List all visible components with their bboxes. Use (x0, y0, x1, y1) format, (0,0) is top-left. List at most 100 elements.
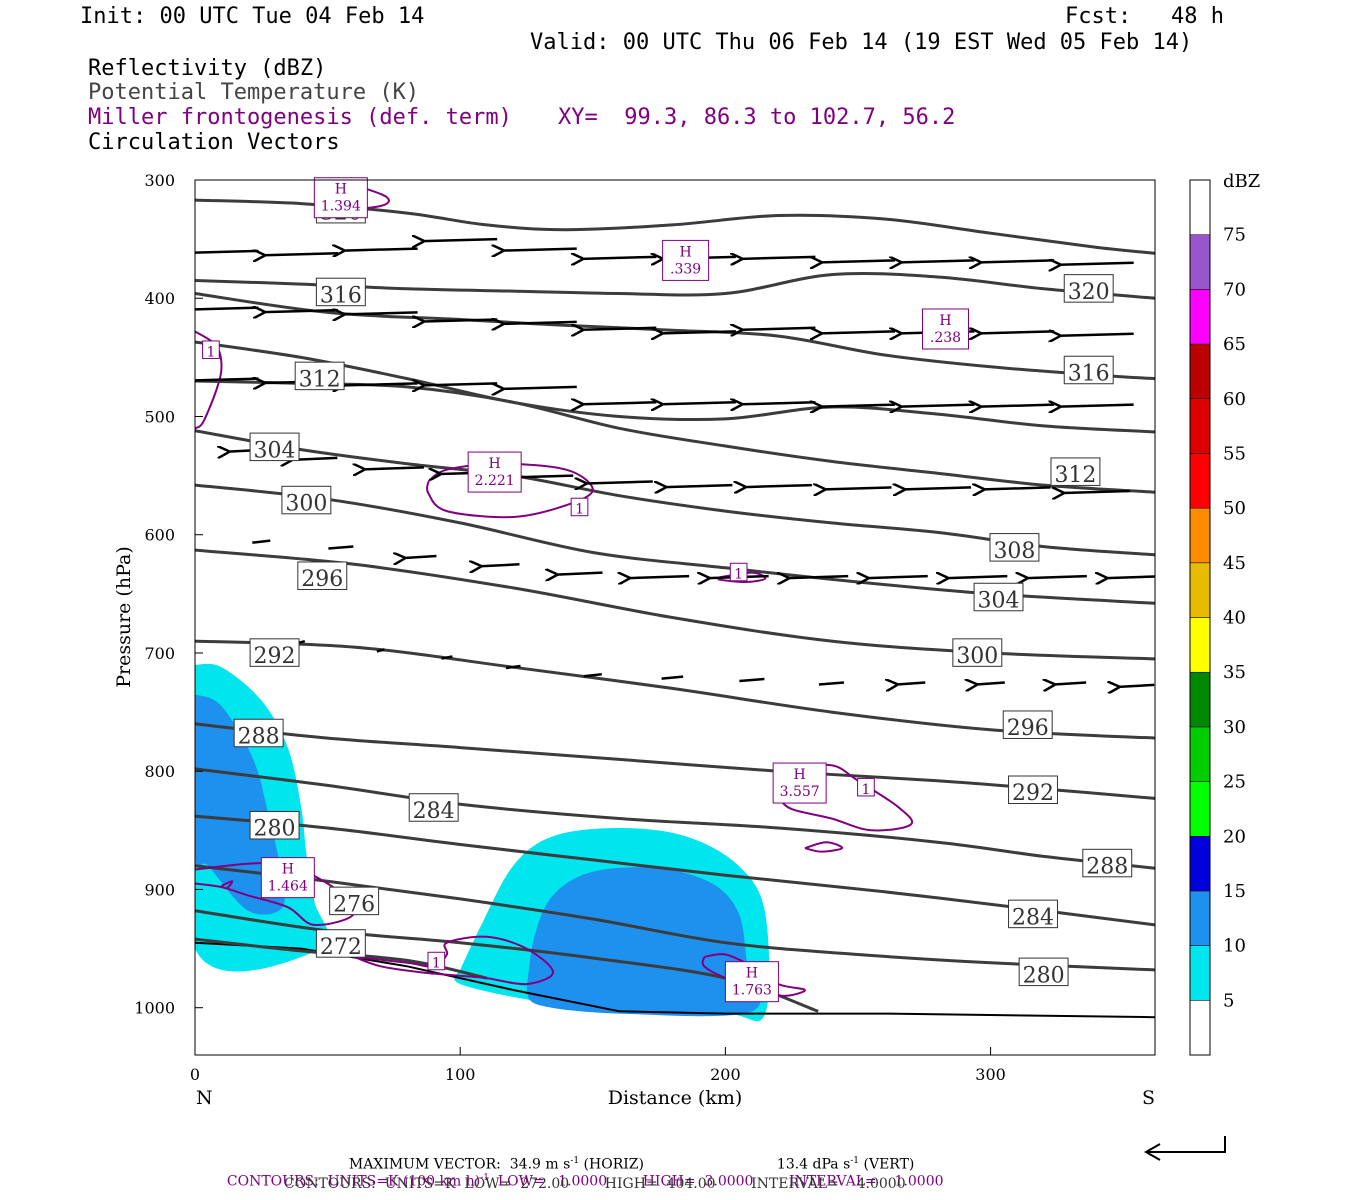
frontogenesis-label-group: 1 (570, 497, 589, 518)
circulation-vector (662, 402, 736, 404)
frontogenesis-max-value: 1.464 (268, 879, 308, 895)
circulation-vector (741, 402, 816, 404)
colorbar-segment (1189, 726, 1211, 782)
circulation-vector (1060, 405, 1134, 407)
forecast-hour: Fcst: 48 h (1065, 4, 1224, 29)
frontogenesis-label: 1 (575, 502, 584, 518)
circulation-vector (821, 405, 896, 407)
frontogenesis-max-box (921, 308, 969, 350)
circulation-vector (739, 677, 765, 683)
frontogenesis-label-group: 1 (729, 562, 748, 583)
circulation-vector (503, 387, 577, 389)
colorbar-tick-label: 20 (1223, 826, 1246, 847)
theta-label-group: 300 (281, 485, 332, 517)
theta-label-box (249, 432, 300, 462)
max-vector-reference-arrow (1148, 1136, 1226, 1153)
theta-label-group: 304 (249, 432, 300, 463)
frontogenesis-max-group: H1.394 (313, 177, 368, 219)
theta-label: 300 (285, 492, 327, 517)
theta-label-box (989, 533, 1040, 562)
frontogenesis-label-box (427, 951, 446, 971)
circulation-vector (1063, 491, 1131, 493)
colorbar-segment (1189, 562, 1211, 618)
circulation-vector (947, 576, 1008, 578)
max-vector-vert-unit-exponent: -1 (850, 1156, 860, 1166)
x-axis-label: Distance (km) (608, 1087, 743, 1109)
circulation-vector (824, 487, 892, 489)
reflectivity-area (526, 867, 761, 1017)
colorbar-title: dBZ (1223, 171, 1260, 192)
frontogenesis-max-symbol: H (489, 456, 501, 472)
frontogenesis-max-value: 2.221 (475, 473, 515, 489)
theta-label: 308 (993, 539, 1035, 564)
y-tick-label: 500 (144, 407, 175, 426)
circulation-vector (586, 482, 653, 484)
theta-label-group: 284 (1008, 899, 1058, 930)
frontogenesis-max-value: .238 (930, 330, 961, 346)
colorbar-segment (1189, 343, 1211, 399)
theta-label-box (1018, 957, 1069, 987)
theta-label-box (233, 718, 284, 748)
valid-time: Valid: 00 UTC Thu 06 Feb 14 (19 EST Wed … (530, 30, 1193, 55)
circulation-vector (901, 405, 975, 407)
theta-label-box (297, 561, 348, 590)
theta-label: 296 (1007, 716, 1049, 741)
frontogenesis-max-group: H3.557 (772, 762, 827, 804)
circulation-vector (441, 655, 453, 660)
circulation-vector (344, 312, 418, 314)
theta-label-box (1082, 848, 1133, 878)
colorbar-tick-label: 70 (1223, 279, 1246, 300)
colorbar-segment (1189, 179, 1211, 235)
colorbar-tick-label: 40 (1223, 608, 1246, 629)
frontogenesis-contour (804, 841, 844, 853)
theta-label: 296 (301, 567, 343, 592)
circulation-vector (582, 328, 657, 330)
colorbar-tick-label: 10 (1223, 936, 1246, 957)
theta-contour (195, 379, 1155, 494)
theta-label-box (1063, 274, 1114, 303)
max-vector-horiz-value: MAXIMUM VECTOR: 34.9 m s (348, 1156, 571, 1173)
theta-label: 292 (1012, 781, 1054, 806)
theta-label: 280 (1023, 963, 1065, 988)
circulation-vector (195, 249, 259, 254)
theta-label-group: 308 (989, 533, 1040, 564)
theta-label: 304 (978, 588, 1020, 613)
field-circulation: Circulation Vectors (88, 130, 340, 155)
frontogenesis-label: 1 (861, 782, 870, 798)
frontogenesis-max-symbol: H (282, 862, 294, 878)
colorbar-segment (1189, 234, 1211, 290)
theta-contour (195, 639, 1155, 740)
frontogenesis-label-box (857, 777, 875, 797)
circulation-vector (984, 487, 1051, 489)
y-tick-label: 600 (144, 526, 175, 545)
theta-label-box (1008, 899, 1058, 929)
fronto-contour-range: LOW= 1.0000 HIGH= 3.0000 INTERVAL= 1.000… (488, 1173, 944, 1190)
circulation-vector (980, 331, 1055, 333)
theta-label: 288 (1086, 855, 1128, 880)
circulation-vector (503, 322, 577, 324)
colorbar-segment (1189, 1000, 1211, 1056)
circulation-vector (583, 673, 602, 678)
x-tick-label: 100 (445, 1065, 476, 1084)
colorbar-frame (1189, 179, 1211, 1056)
theta-label-box (1008, 775, 1058, 804)
circulation-vector (665, 485, 733, 487)
colorbar-segment (1189, 781, 1211, 837)
frontogenesis-max-box (662, 239, 710, 281)
theta-label: 276 (333, 892, 375, 917)
circulation-vector (821, 331, 896, 333)
theta-label: 288 (238, 724, 280, 749)
frontogenesis-max-group: H.238 (921, 308, 969, 350)
theta-label: 312 (299, 367, 341, 392)
theta-label: 284 (413, 799, 455, 824)
circulation-vector (662, 331, 736, 333)
circulation-vector (788, 576, 849, 578)
frontogenesis-max-group: H.339 (662, 239, 710, 281)
colorbar-segment (1189, 453, 1211, 509)
theta-label-group: 284 (408, 793, 459, 824)
circulation-vector (503, 249, 577, 251)
frontogenesis-max-group: H2.221 (467, 451, 522, 493)
theta-label-box (952, 638, 1003, 667)
plot-frame (194, 179, 1156, 1056)
colorbar-tick-label: 15 (1223, 881, 1246, 902)
